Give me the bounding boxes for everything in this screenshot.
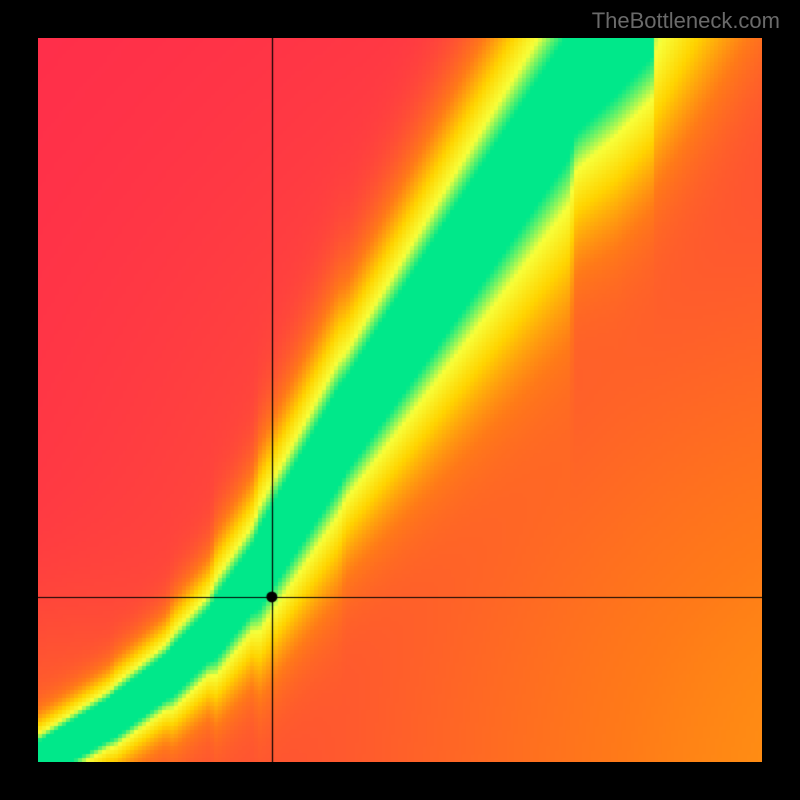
- plot-area: [38, 38, 762, 762]
- chart-container: TheBottleneck.com: [0, 0, 800, 800]
- watermark-text: TheBottleneck.com: [592, 8, 780, 34]
- heatmap-canvas: [38, 38, 762, 762]
